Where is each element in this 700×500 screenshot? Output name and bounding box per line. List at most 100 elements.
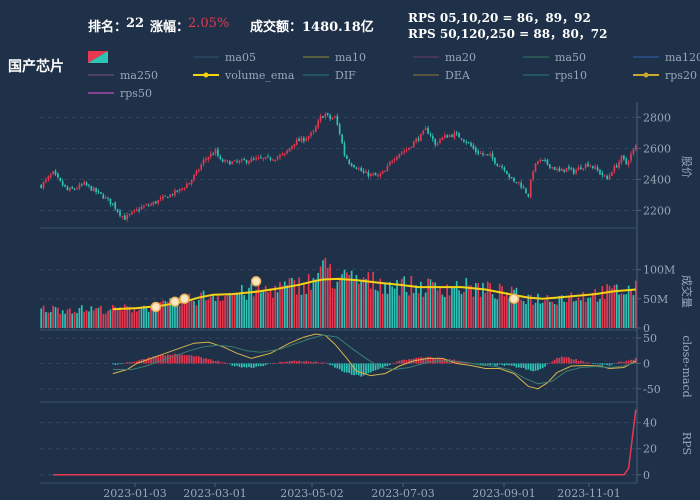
volume-bar <box>568 296 570 328</box>
legend-item-ma50[interactable]: ma50 <box>523 51 586 64</box>
legend-item-rps10[interactable]: rps10 <box>523 69 587 82</box>
legend-item-volume_ema[interactable]: volume_ema <box>193 69 295 82</box>
macd-hist-bar <box>558 357 561 364</box>
volume-bar <box>248 287 250 328</box>
candle-body <box>231 161 234 164</box>
volume-bar <box>145 307 148 328</box>
legend-item-ma20[interactable]: ma20 <box>413 51 476 64</box>
macd-hist-bar <box>267 363 269 365</box>
volume-bar <box>190 300 193 328</box>
macd-hist-bar <box>549 362 551 364</box>
volume-bar <box>441 294 444 328</box>
macd-hist-bar <box>202 358 205 364</box>
volume-bar <box>470 285 472 328</box>
volume-bar <box>42 305 45 328</box>
volume-bar <box>300 294 303 328</box>
macd-hist-bar <box>594 363 597 365</box>
legend-item-DEA[interactable]: DEA <box>413 69 471 82</box>
volume-bar <box>178 305 181 328</box>
candle-body <box>267 156 269 158</box>
volume-bar <box>510 286 513 328</box>
candle-body <box>503 167 506 171</box>
candle-body <box>575 170 577 174</box>
candle-body <box>355 167 358 169</box>
legend-item-candle[interactable] <box>88 51 108 63</box>
legend-label: rps10 <box>555 69 587 82</box>
candle-body <box>472 145 475 149</box>
macd-hist-bar <box>532 363 534 372</box>
volume-bar <box>88 311 90 328</box>
volume-bar <box>166 301 169 328</box>
candle-body <box>202 159 205 164</box>
candle-body <box>233 160 236 162</box>
legend-item-ma120[interactable]: ma120 <box>633 51 700 64</box>
macd-hist-bar <box>575 359 577 364</box>
legend[interactable]: ma05 ma10 ma20 ma50 ma120 ma250 volume_ema DIF D… <box>88 51 700 100</box>
candle-body <box>138 209 140 211</box>
macd-hist-bar <box>255 363 257 367</box>
volume-bar <box>350 270 353 328</box>
volume-bar <box>181 298 183 328</box>
candle-body <box>403 151 406 153</box>
macd-hist-bar <box>214 361 217 364</box>
macd-hist-bar <box>580 360 582 364</box>
volume-bar <box>219 301 222 328</box>
volume-bar <box>78 307 81 328</box>
candle-body <box>114 202 117 209</box>
candle-body <box>291 145 293 149</box>
legend-item-ma250[interactable]: ma250 <box>88 69 158 82</box>
macd-hist-bar <box>422 357 425 364</box>
volume-bar <box>212 294 214 328</box>
volume-bar <box>630 290 632 328</box>
volume-bar <box>123 304 126 328</box>
macd-hist-bar <box>589 362 592 364</box>
macd-hist-bar <box>587 362 589 364</box>
candle-body <box>217 149 219 156</box>
candle-body <box>434 138 437 145</box>
volume-bar <box>334 288 336 328</box>
macd-hist-bar <box>565 357 568 364</box>
candle-body <box>219 156 222 160</box>
chart-title: 国产芯片 <box>8 59 64 75</box>
volume-bar <box>52 305 54 328</box>
legend-item-DIF[interactable]: DIF <box>303 69 356 82</box>
volume-bar <box>357 283 360 328</box>
legend-item-ma10[interactable]: ma10 <box>303 51 366 64</box>
candle-body <box>186 184 188 188</box>
macd-hist-bar <box>420 357 422 364</box>
volume-bar <box>47 312 50 328</box>
volume-bar <box>446 284 448 328</box>
candle-body <box>181 188 183 190</box>
volume-bar <box>236 293 238 328</box>
macd-hist-bar <box>584 362 587 364</box>
legend-item-rps20[interactable]: rps20 <box>633 69 697 82</box>
candle-body <box>40 184 43 188</box>
macd-hist-bar <box>248 363 250 368</box>
y-tick-label-price: 2800 <box>643 111 671 124</box>
candle-body <box>298 138 300 142</box>
volume-bar <box>143 305 145 328</box>
legend-item-ma05[interactable]: ma05 <box>193 51 256 64</box>
volume-bar <box>238 294 241 328</box>
legend-item-rps50[interactable]: rps50 <box>88 87 152 100</box>
macd-hist-bar <box>310 361 312 364</box>
candle-body <box>336 116 339 125</box>
volume-bar <box>472 296 475 328</box>
candle-body <box>73 188 76 190</box>
volume-bar <box>420 281 422 328</box>
volume-bar <box>329 264 331 328</box>
volume-bar <box>57 307 59 328</box>
dif-line <box>112 333 637 390</box>
volume-bar <box>283 281 286 328</box>
macd-hist-bar <box>193 356 195 364</box>
volume-bar <box>584 301 587 328</box>
macd-hist-bar <box>601 363 604 366</box>
candle-body <box>599 169 601 174</box>
candle-body <box>587 163 589 167</box>
candle-body <box>326 113 329 115</box>
candle-body <box>145 204 148 206</box>
volume-bar <box>126 306 128 328</box>
volume-bar <box>494 298 496 328</box>
macd-hist-bar <box>599 363 601 365</box>
candle-body <box>52 171 54 175</box>
